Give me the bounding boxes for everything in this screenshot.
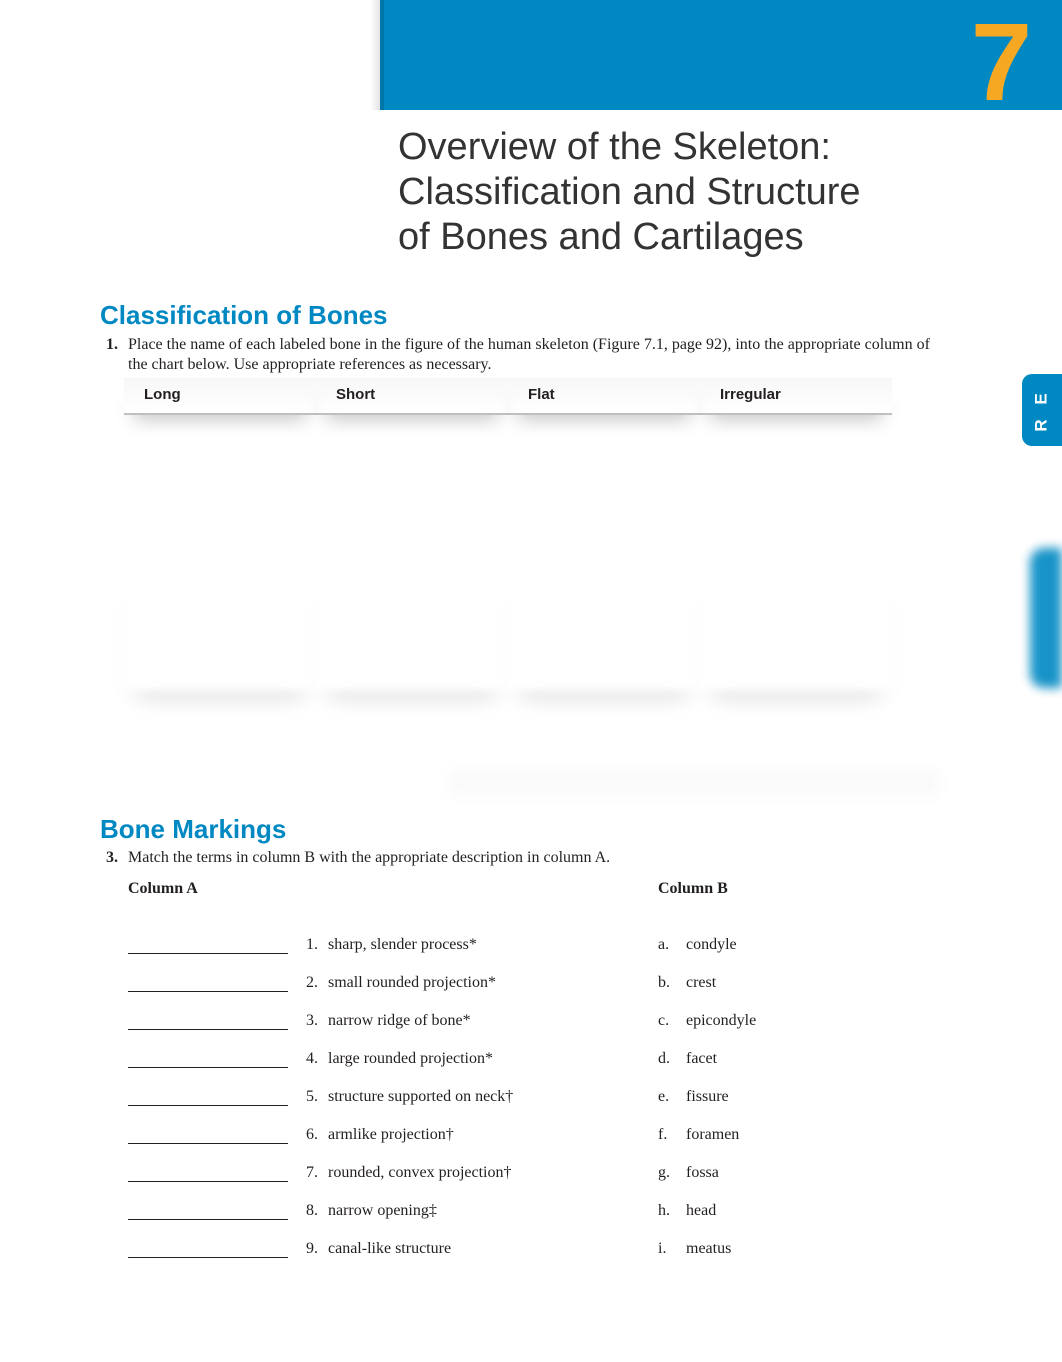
option-term: foramen (686, 1126, 739, 1144)
match-row: 5. structure supported on neck†e.fissure (128, 1068, 938, 1106)
matching-rows: 1. sharp, slender process*a.condyle2. sm… (128, 916, 938, 1258)
side-tab-label: R E (1032, 388, 1052, 431)
option-letter: c. (658, 1012, 686, 1030)
title-line-3: of Bones and Cartilages (398, 216, 804, 258)
option-letter: f. (658, 1126, 686, 1144)
question-1: 1. Place the name of each labeled bone i… (100, 335, 930, 375)
page-title: Overview of the Skeleton: Classification… (398, 125, 958, 259)
section-heading-bone-markings: Bone Markings (100, 814, 286, 845)
answer-blank[interactable] (128, 1130, 288, 1144)
chart-header: Irregular (700, 378, 892, 415)
match-row: 8. narrow opening‡h.head (128, 1182, 938, 1220)
description: 8. narrow opening‡ (306, 1202, 658, 1220)
chart-col-long: Long (124, 378, 316, 690)
option-letter: g. (658, 1164, 686, 1182)
option-term: head (686, 1202, 716, 1220)
match-row: 9. canal-like structurei.meatus (128, 1220, 938, 1258)
match-row: 6. armlike projection†f.foramen (128, 1106, 938, 1144)
chart-header: Flat (508, 378, 700, 415)
description: 5. structure supported on neck† (306, 1088, 658, 1106)
header-banner-shadow (370, 0, 384, 110)
option-term: fossa (686, 1164, 719, 1182)
option-letter: a. (658, 936, 686, 954)
redacted-blur (450, 770, 940, 796)
option-term: epicondyle (686, 1012, 756, 1030)
chart-cell-blur (508, 570, 700, 690)
title-line-2: Classification and Structure (398, 171, 861, 213)
description: 2. small rounded projection* (306, 974, 658, 992)
match-row: 4. large rounded projection*d.facet (128, 1030, 938, 1068)
answer-blank[interactable] (128, 940, 288, 954)
column-a-header: Column A (128, 880, 658, 898)
option-letter: e. (658, 1088, 686, 1106)
answer-blank[interactable] (128, 1092, 288, 1106)
description: 7. rounded, convex projection† (306, 1164, 658, 1182)
chart-cell-blur (316, 570, 508, 690)
side-tab: R E (1022, 374, 1062, 446)
chart-cell (124, 415, 316, 570)
answer-blank[interactable] (128, 978, 288, 992)
answer-blank[interactable] (128, 1206, 288, 1220)
question-3: 3. Match the terms in column B with the … (100, 848, 930, 868)
question-text: Place the name of each labeled bone in t… (128, 335, 930, 375)
description: 9. canal-like structure (306, 1240, 658, 1258)
chart-header: Short (316, 378, 508, 415)
chart-col-irregular: Irregular (700, 378, 892, 690)
match-row: 2. small rounded projection*b.crest (128, 954, 938, 992)
chart-col-short: Short (316, 378, 508, 690)
matching-exercise: Column A Column B 1. sharp, slender proc… (128, 880, 938, 1258)
option-term: condyle (686, 936, 737, 954)
chart-cell-blur (124, 570, 316, 690)
title-line-1: Overview of the Skeleton: (398, 126, 831, 168)
option-term: crest (686, 974, 716, 992)
answer-blank[interactable] (128, 1244, 288, 1258)
option-letter: b. (658, 974, 686, 992)
match-row: 3. narrow ridge of bone*c.epicondyle (128, 992, 938, 1030)
option-term: meatus (686, 1240, 731, 1258)
chart-cell-blur (700, 570, 892, 690)
question-number: 3. (100, 848, 128, 868)
side-tab-blur (1030, 548, 1062, 688)
chart-cell (700, 415, 892, 570)
question-number: 1. (100, 335, 128, 375)
option-term: facet (686, 1050, 717, 1068)
chart-cell (508, 415, 700, 570)
answer-blank[interactable] (128, 1054, 288, 1068)
chart-header: Long (124, 378, 316, 415)
match-row: 7. rounded, convex projection†g.fossa (128, 1144, 938, 1182)
chart-col-flat: Flat (508, 378, 700, 690)
section-heading-classification: Classification of Bones (100, 300, 388, 331)
description: 6. armlike projection† (306, 1126, 658, 1144)
description: 3. narrow ridge of bone* (306, 1012, 658, 1030)
description: 4. large rounded projection* (306, 1050, 658, 1068)
option-letter: d. (658, 1050, 686, 1068)
match-row: 1. sharp, slender process*a.condyle (128, 916, 938, 954)
description: 1. sharp, slender process* (306, 936, 658, 954)
answer-blank[interactable] (128, 1168, 288, 1182)
header-banner (380, 0, 1062, 110)
column-b-header: Column B (658, 880, 728, 898)
answer-blank[interactable] (128, 1016, 288, 1030)
chart-cell (316, 415, 508, 570)
classification-chart: Long Short Flat Irregular (124, 378, 892, 690)
question-text: Match the terms in column B with the app… (128, 848, 610, 868)
option-letter: h. (658, 1202, 686, 1220)
chapter-number: 7 (971, 8, 1032, 118)
option-term: fissure (686, 1088, 729, 1106)
option-letter: i. (658, 1240, 686, 1258)
